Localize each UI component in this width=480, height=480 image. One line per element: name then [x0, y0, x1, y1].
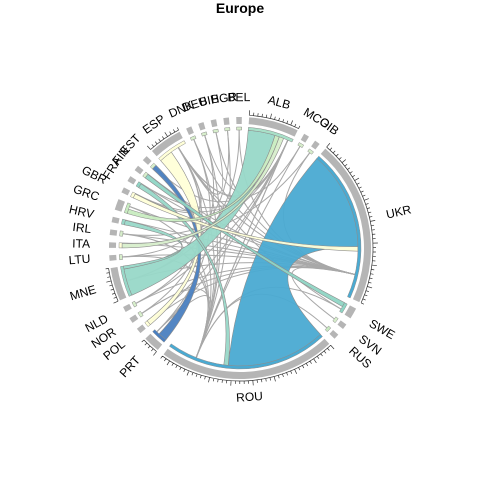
- sector-arc-nld: [131, 300, 138, 308]
- sector-label-prt: PRT: [117, 353, 144, 380]
- link-rou-alb: [195, 139, 289, 358]
- sector-track-ltu: [109, 254, 117, 261]
- sector-label-rou: ROU: [236, 389, 264, 405]
- sector-ticks-alb: [248, 110, 301, 129]
- link-pol-ukr: [148, 267, 356, 324]
- chart-title: Europe: [216, 0, 264, 16]
- sector-track-svn: [337, 320, 347, 329]
- sector-arc-mne: [120, 265, 133, 297]
- sector-arc-prt: [152, 329, 167, 343]
- sector-arc-ita: [118, 242, 123, 249]
- sector-track-deu: [198, 122, 206, 131]
- sector-track-bel: [236, 117, 242, 125]
- sector-track-bih: [210, 119, 218, 128]
- sector-arc-svn: [332, 316, 339, 324]
- sector-arc-irl: [119, 230, 124, 237]
- sector-track-irl: [109, 229, 118, 236]
- sector-track-rus: [329, 329, 339, 339]
- sector-arc-ukr: [316, 155, 362, 299]
- sector-track-gbr: [121, 187, 131, 196]
- sector-label-ltu: LTU: [68, 252, 91, 268]
- sector-label-grc: GRC: [71, 182, 101, 204]
- sector-track-dnk: [186, 126, 194, 135]
- sector-track-fin: [134, 165, 144, 175]
- sector-label-esp: ESP: [140, 112, 168, 137]
- sector-label-ukr: UKR: [385, 202, 413, 221]
- link-layer: [122, 129, 356, 358]
- sector-label-alb: ALB: [266, 93, 292, 112]
- sector-label-bgr: BGR: [210, 90, 238, 107]
- sector-arc-pol: [144, 320, 151, 328]
- sector-arc-nor: [137, 310, 144, 318]
- sector-arc-gib: [307, 148, 314, 155]
- sector-track-ita: [109, 242, 117, 248]
- sector-track-alb: [248, 117, 298, 137]
- sector-track-mco: [300, 133, 309, 143]
- sector-arc-alb: [247, 127, 294, 143]
- sector-track-pol: [136, 324, 146, 334]
- sector-arc-hrv: [121, 218, 126, 226]
- sector-label-mne: MNE: [68, 282, 98, 303]
- sector-ticks-rou: [160, 345, 335, 386]
- sector-layer: [105, 110, 378, 386]
- sector-label-ita: ITA: [72, 236, 90, 250]
- sector-track-swe: [344, 305, 357, 319]
- sector-arc-fin: [142, 171, 149, 179]
- sector-arc-ltu: [118, 254, 123, 261]
- sector-arc-grc: [123, 202, 131, 214]
- sector-track-est: [142, 156, 152, 165]
- sector-label-bel: BEL: [227, 90, 250, 104]
- sector-track-mne: [110, 267, 127, 301]
- sector-track-nld: [123, 303, 132, 312]
- sector-ticks-ukr: [326, 143, 378, 305]
- sector-arc-bel: [236, 126, 242, 131]
- sector-label-hrv: HRV: [68, 202, 96, 221]
- sector-track-esp: [151, 131, 183, 157]
- sector-track-hrv: [111, 216, 120, 224]
- sector-arc-dnk: [189, 135, 197, 141]
- sector-track-bgr: [223, 117, 230, 126]
- link-prt-alb: [156, 139, 289, 333]
- sector-arc-bih: [212, 128, 219, 134]
- sector-arc-esp: [158, 140, 186, 161]
- sector-arc-mco: [297, 142, 305, 149]
- sector-arc-swe: [339, 302, 348, 314]
- sector-ticks-mne: [105, 268, 119, 304]
- ribbon-layer: [121, 129, 359, 367]
- sector-track-grc: [114, 199, 125, 212]
- sector-track-fra: [127, 176, 137, 185]
- sector-arc-gbr: [130, 191, 136, 199]
- sector-arc-fra: [135, 181, 142, 188]
- sector-arc-est: [149, 162, 157, 170]
- sector-track-nor: [129, 314, 139, 323]
- sector-label-bih: BIH: [198, 91, 220, 109]
- sector-ticks-esp: [146, 127, 179, 150]
- sector-track-rou: [163, 338, 330, 379]
- sector-arc-rus: [324, 325, 332, 333]
- sector-arc-bgr: [224, 127, 231, 132]
- sector-track-ukr: [320, 148, 371, 303]
- sector-ticks-prt: [141, 339, 157, 356]
- sector-track-gib: [311, 140, 320, 150]
- sector-track-prt: [145, 333, 163, 350]
- sector-label-irl: IRL: [72, 220, 93, 236]
- sector-arc-deu: [201, 131, 208, 137]
- link-hrv-ukr: [125, 219, 356, 275]
